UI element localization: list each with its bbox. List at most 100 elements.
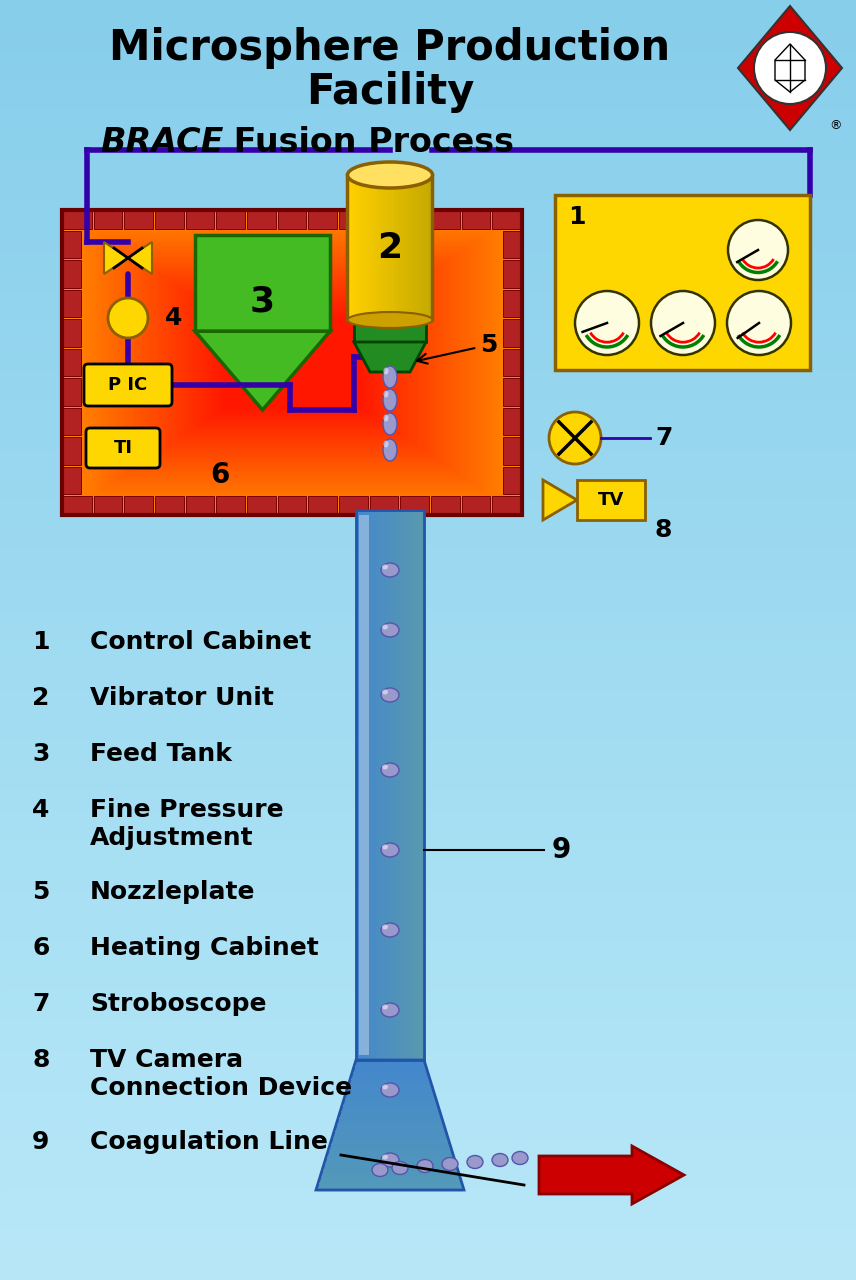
Text: Heating Cabinet: Heating Cabinet	[90, 936, 318, 960]
Bar	[0, 150, 856, 160]
Ellipse shape	[382, 764, 388, 769]
Bar	[372, 509, 374, 1060]
Bar	[407, 175, 411, 320]
Bar	[348, 175, 432, 320]
Text: Feed Tank: Feed Tank	[90, 742, 232, 765]
Ellipse shape	[383, 415, 389, 421]
Bar	[330, 1144, 450, 1151]
Text: 9: 9	[32, 1130, 50, 1155]
FancyBboxPatch shape	[124, 211, 153, 229]
Bar	[370, 509, 372, 1060]
Text: Microsphere Production: Microsphere Production	[110, 27, 670, 69]
Bar	[0, 270, 856, 280]
Bar	[0, 1251, 856, 1260]
Bar	[132, 256, 453, 468]
Bar	[363, 509, 365, 1060]
Bar	[162, 276, 423, 449]
Bar	[0, 1201, 856, 1210]
Circle shape	[727, 291, 791, 355]
Bar	[367, 509, 370, 1060]
Bar	[0, 1100, 856, 1110]
Polygon shape	[128, 242, 152, 274]
Bar	[0, 730, 856, 740]
Bar	[377, 509, 378, 1060]
FancyBboxPatch shape	[63, 348, 81, 376]
Bar	[0, 520, 856, 530]
Bar	[0, 189, 856, 200]
FancyBboxPatch shape	[277, 497, 306, 515]
Bar	[0, 500, 856, 509]
Bar	[0, 241, 856, 250]
Bar	[0, 1170, 856, 1180]
Ellipse shape	[381, 923, 399, 937]
Bar	[191, 296, 393, 429]
Bar	[0, 1160, 856, 1170]
Text: 4: 4	[32, 797, 50, 822]
Ellipse shape	[381, 1004, 399, 1018]
Bar	[360, 175, 365, 320]
FancyBboxPatch shape	[63, 211, 92, 229]
Bar	[383, 509, 385, 1060]
Text: Facility: Facility	[306, 70, 474, 113]
Bar	[395, 175, 399, 320]
Bar	[0, 771, 856, 780]
FancyBboxPatch shape	[63, 466, 81, 494]
Bar	[342, 1106, 438, 1112]
Bar	[0, 920, 856, 931]
Bar	[386, 175, 390, 320]
Bar	[0, 490, 856, 500]
Circle shape	[549, 412, 601, 465]
Bar	[378, 509, 381, 1060]
Text: 2: 2	[32, 686, 50, 710]
Bar	[178, 287, 406, 438]
Ellipse shape	[383, 413, 397, 435]
Ellipse shape	[383, 440, 389, 448]
Bar	[0, 220, 856, 230]
FancyBboxPatch shape	[186, 497, 214, 515]
FancyBboxPatch shape	[277, 211, 306, 229]
Text: 8: 8	[655, 518, 672, 541]
Text: Control Cabinet: Control Cabinet	[90, 630, 312, 654]
Bar	[194, 298, 389, 428]
Bar	[0, 70, 856, 81]
Bar	[0, 540, 856, 550]
Bar	[344, 1100, 436, 1106]
Text: TV Camera
Connection Device: TV Camera Connection Device	[90, 1048, 352, 1100]
Bar	[181, 289, 403, 436]
Bar	[0, 590, 856, 600]
Bar	[75, 219, 508, 506]
Ellipse shape	[382, 924, 388, 929]
FancyBboxPatch shape	[503, 319, 521, 347]
Bar	[105, 238, 479, 486]
Text: Stroboscope: Stroboscope	[90, 992, 266, 1016]
Bar	[0, 620, 856, 630]
Polygon shape	[354, 342, 426, 372]
FancyBboxPatch shape	[492, 211, 521, 229]
Text: Nozzleplate: Nozzleplate	[90, 881, 255, 904]
Bar	[352, 1073, 428, 1079]
Bar	[338, 1119, 442, 1125]
Bar	[175, 284, 409, 440]
Bar	[135, 259, 449, 467]
Bar	[0, 1260, 856, 1270]
Bar	[0, 1010, 856, 1020]
Bar	[155, 271, 429, 453]
Bar	[0, 989, 856, 1000]
Bar	[0, 110, 856, 120]
Bar	[0, 360, 856, 370]
Bar	[0, 300, 856, 310]
Bar	[0, 719, 856, 730]
FancyBboxPatch shape	[63, 436, 81, 465]
FancyBboxPatch shape	[124, 497, 153, 515]
FancyBboxPatch shape	[84, 364, 172, 406]
Ellipse shape	[382, 1155, 388, 1160]
Text: 8: 8	[32, 1048, 50, 1073]
Bar	[185, 292, 400, 434]
Bar	[195, 236, 330, 332]
Ellipse shape	[348, 312, 432, 328]
Bar	[424, 175, 428, 320]
Bar	[82, 223, 502, 502]
Bar	[356, 175, 360, 320]
Bar	[122, 250, 462, 475]
Bar	[419, 509, 422, 1060]
